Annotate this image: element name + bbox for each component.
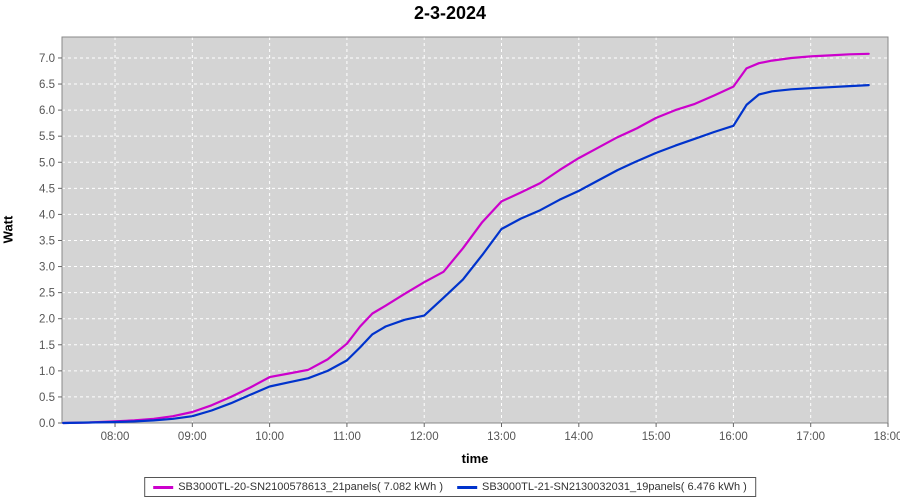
x-tick-label: 17:00 (796, 431, 825, 443)
y-tick-label: 0.0 (39, 418, 55, 430)
series-line-0 (62, 52, 870, 425)
y-tick-label: 2.5 (39, 288, 55, 300)
y-tick-label: 2.0 (39, 314, 55, 326)
series-line-1 (62, 83, 870, 425)
y-tick-label: 4.0 (39, 209, 55, 221)
x-tick-label: 15:00 (642, 431, 671, 443)
y-tick-label: 6.5 (39, 79, 55, 91)
y-tick-label: 4.5 (39, 183, 55, 195)
x-tick-label: 18:00 (874, 431, 900, 443)
legend-label-inverter-20: SB3000TL-20-SN2100578613_21panels( 7.082… (178, 481, 443, 493)
series-20-color-swatch (153, 485, 174, 489)
x-tick-label: 12:00 (410, 431, 439, 443)
y-axis-title: Watt (0, 215, 16, 244)
y-tick-label: 3.0 (39, 262, 55, 274)
y-tick-label: 1.0 (39, 366, 55, 378)
x-tick-label: 16:00 (719, 431, 748, 443)
legend-label-inverter-21: SB3000TL-21-SN2130032031_19panels( 6.476… (482, 481, 747, 493)
x-tick-label: 14:00 (564, 431, 593, 443)
y-tick-label: 3.5 (39, 235, 55, 247)
y-tick-label: 0.5 (39, 392, 55, 404)
y-tick-label: 7.0 (39, 53, 55, 65)
x-tick-label: 13:00 (487, 431, 516, 443)
y-tick-label: 6.0 (39, 105, 55, 117)
series-21-color-swatch (457, 485, 477, 489)
x-tick-label: 10:00 (255, 431, 284, 443)
y-tick-label: 5.5 (39, 131, 55, 143)
y-tick-label: 5.0 (39, 157, 55, 169)
plot-border (61, 36, 889, 424)
x-tick-label: 11:00 (333, 431, 361, 443)
chart-title: 2-3-2024 (413, 3, 487, 23)
x-tick-label: 08:00 (101, 431, 130, 443)
legend: SB3000TL-20-SN2100578613_21panels( 7.082… (144, 477, 756, 497)
legend-item-inverter-20: SB3000TL-20-SN2100578613_21panels( 7.082… (153, 481, 443, 493)
x-tick-label: 09:00 (178, 431, 207, 443)
legend-item-inverter-21: SB3000TL-21-SN2130032031_19panels( 6.476… (457, 481, 747, 493)
y-tick-label: 1.5 (39, 340, 55, 352)
plot-background (62, 37, 888, 423)
x-axis-title: time (461, 451, 489, 466)
